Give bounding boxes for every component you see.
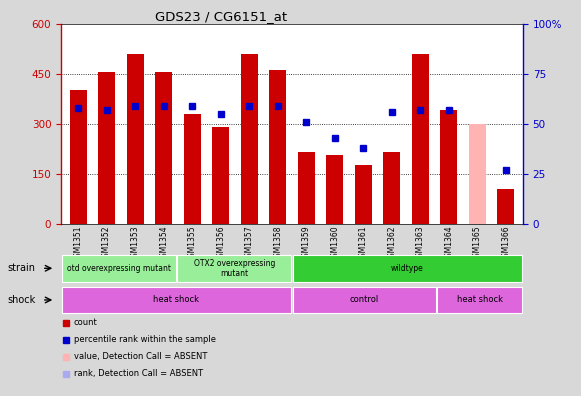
Text: percentile rank within the sample: percentile rank within the sample [74, 335, 216, 344]
Text: rank, Detection Call = ABSENT: rank, Detection Call = ABSENT [74, 369, 203, 378]
Bar [440, 110, 457, 224]
Text: OTX2 overexpressing
mutant: OTX2 overexpressing mutant [193, 259, 275, 278]
Bar [412, 54, 429, 224]
Text: GDS23 / CG6151_at: GDS23 / CG6151_at [155, 10, 287, 23]
Bar [354, 166, 372, 224]
Bar [437, 287, 522, 313]
Text: wildtype: wildtype [391, 264, 424, 273]
Bar [127, 54, 144, 224]
Text: strain: strain [8, 263, 35, 273]
Bar [70, 90, 87, 224]
Text: shock: shock [8, 295, 36, 305]
Bar [177, 255, 292, 282]
Bar [269, 70, 286, 224]
Bar [184, 114, 200, 224]
Bar [469, 124, 486, 224]
Text: heat shock: heat shock [153, 295, 199, 305]
Bar [497, 189, 514, 224]
Bar [383, 152, 400, 224]
Text: heat shock: heat shock [457, 295, 503, 305]
Bar [62, 287, 292, 313]
Bar [98, 72, 115, 224]
Bar [155, 72, 172, 224]
Bar [62, 255, 176, 282]
Bar [292, 287, 436, 313]
Bar [241, 54, 258, 224]
Bar [212, 127, 229, 224]
Bar [326, 155, 343, 224]
Text: value, Detection Call = ABSENT: value, Detection Call = ABSENT [74, 352, 207, 361]
Text: otd overexpressing mutant: otd overexpressing mutant [67, 264, 171, 273]
Text: control: control [350, 295, 379, 305]
Bar [297, 152, 315, 224]
Bar [292, 255, 522, 282]
Text: count: count [74, 318, 98, 327]
